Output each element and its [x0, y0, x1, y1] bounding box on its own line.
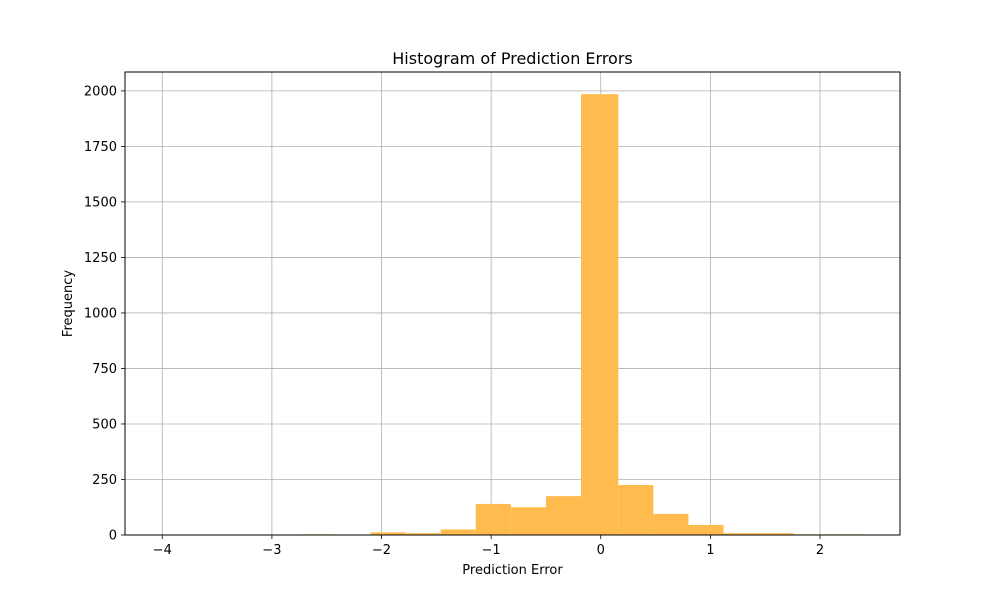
x-axis-label: Prediction Error [462, 563, 563, 578]
histogram-bar [475, 503, 511, 535]
y-axis-label: Frequency [61, 270, 76, 337]
y-tick-label: 1250 [84, 251, 117, 266]
histogram-bars [160, 94, 864, 535]
x-tick-label: −2 [372, 543, 391, 558]
histogram-bar [581, 94, 619, 535]
x-axis-ticks: −4 −3 −2 −1 0 1 2 [153, 535, 824, 558]
plot-frame [124, 71, 901, 536]
y-tick-label: 1750 [84, 140, 117, 155]
x-tick-label: 2 [816, 543, 824, 558]
x-tick-label: −3 [262, 543, 281, 558]
chart-title: Histogram of Prediction Errors [392, 49, 633, 68]
y-axis-ticks: 0 250 500 750 1000 1250 1500 1750 2000 [84, 84, 125, 544]
histogram-bar [405, 533, 441, 535]
y-tick-label: 500 [92, 417, 117, 432]
y-tick-label: 1500 [84, 195, 117, 210]
histogram-bar [510, 507, 546, 535]
histogram-bar [545, 496, 582, 535]
x-tick-label: 0 [597, 543, 605, 558]
histogram-bar [370, 532, 406, 535]
histogram-bar [758, 533, 794, 535]
histogram-bar [723, 533, 759, 535]
x-tick-label: −1 [482, 543, 501, 558]
histogram-bar [440, 529, 476, 535]
y-tick-label: 250 [92, 473, 117, 488]
x-tick-label: 1 [706, 543, 714, 558]
y-tick-label: 750 [92, 362, 117, 377]
histogram-bar [688, 525, 724, 535]
y-tick-label: 1000 [84, 306, 117, 321]
y-tick-label: 0 [109, 529, 117, 544]
x-tick-label: −4 [153, 543, 172, 558]
histogram-bar [618, 485, 654, 535]
histogram-bar [653, 513, 689, 535]
y-tick-label: 2000 [84, 84, 117, 99]
